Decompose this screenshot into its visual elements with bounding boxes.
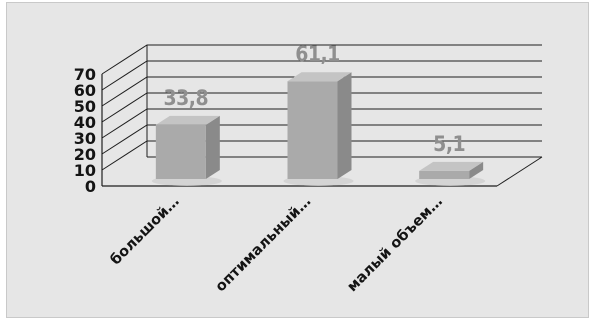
data-label: 33,8 bbox=[164, 86, 209, 110]
bar-front-face bbox=[419, 171, 469, 179]
floor-right-edge bbox=[497, 157, 542, 186]
bar bbox=[415, 162, 485, 186]
data-label: 61,1 bbox=[295, 42, 340, 66]
bar-side-face bbox=[338, 72, 352, 179]
category-label: большой… bbox=[108, 194, 183, 269]
chart-area: 0 10 20 30 40 50 60 70 33,8 61,1 5,1 большой… опти… bbox=[6, 2, 589, 318]
category-label: малый объем… bbox=[344, 194, 446, 296]
bar-side-face bbox=[206, 116, 220, 179]
bar bbox=[284, 72, 354, 186]
y-tick-label: 70 bbox=[74, 65, 96, 84]
category-label: оптимальный… bbox=[213, 194, 315, 296]
bar-front-face bbox=[288, 81, 338, 179]
data-label: 5,1 bbox=[433, 132, 465, 156]
bar-front-face bbox=[156, 125, 206, 179]
chart-category-labels: большой… оптимальный… малый объем… bbox=[108, 194, 446, 296]
bar bbox=[152, 116, 222, 186]
